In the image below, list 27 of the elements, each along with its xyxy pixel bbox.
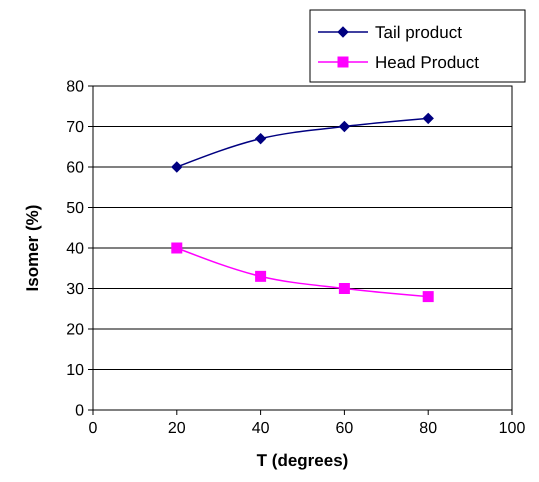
x-tick-label: 0 (88, 420, 98, 437)
y-tick-label: 70 (66, 119, 84, 136)
y-tick-label: 80 (66, 78, 84, 96)
x-tick-label: 60 (336, 420, 354, 437)
y-tick-label: 10 (66, 362, 84, 380)
legend-label: Head Product (375, 52, 480, 72)
point (422, 291, 434, 302)
y-tick-label: 60 (66, 160, 84, 177)
y-tick-label: 20 (66, 322, 84, 339)
point (171, 162, 182, 172)
point (171, 242, 182, 254)
y-tick-label: 40 (66, 240, 84, 258)
x-tick-label: 80 (419, 420, 438, 437)
y-tick-label: 0 (75, 402, 84, 420)
point (338, 121, 350, 132)
point (338, 283, 350, 294)
point (422, 112, 434, 124)
y-axis-title: Isomer (%) (23, 204, 42, 292)
x-tick-label: 100 (498, 420, 526, 437)
y-tick-label: 50 (66, 200, 84, 218)
x-tick-label: 20 (168, 420, 186, 437)
point (255, 270, 266, 282)
point (255, 133, 266, 144)
x-axis-title: T (degrees) (256, 451, 348, 470)
legend-label: Tail product (375, 22, 462, 42)
x-tick-label: 40 (252, 420, 270, 437)
y-tick-label: 30 (66, 281, 84, 298)
